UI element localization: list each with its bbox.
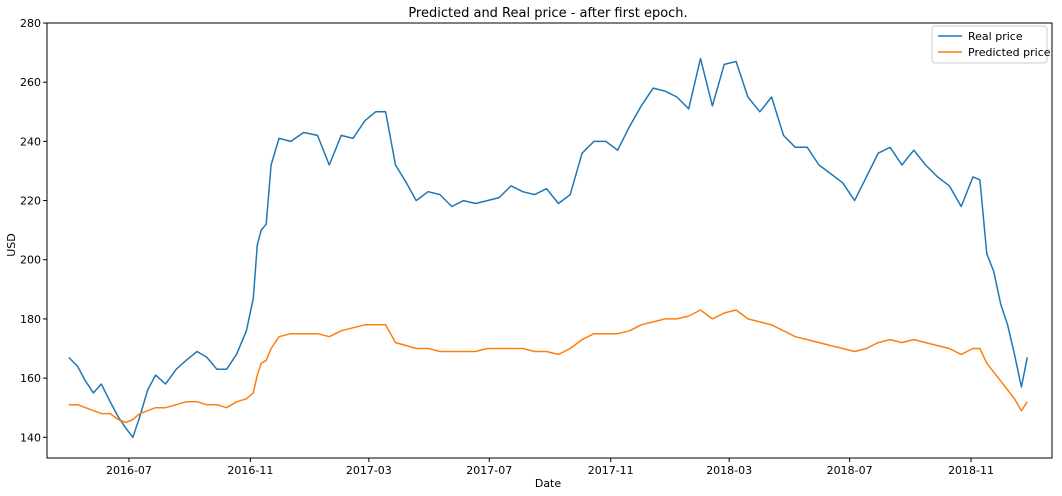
series-line-real-price	[68, 57, 1029, 439]
x-tick-label: 2018-07	[827, 464, 873, 477]
y-tick-label: 160	[20, 372, 41, 385]
x-tick-label: 2018-11	[948, 464, 994, 477]
y-tick-label: 220	[20, 195, 41, 208]
y-tick-label: 180	[20, 313, 41, 326]
series-line-predicted-price	[68, 309, 1028, 424]
x-tick-label: 2017-11	[588, 464, 634, 477]
y-tick-label: 140	[20, 431, 41, 444]
x-tick-label: 2016-07	[106, 464, 152, 477]
y-tick-label: 260	[20, 76, 41, 89]
y-axis-label: USD	[5, 233, 18, 257]
y-tick-label: 240	[20, 135, 41, 148]
series-layer	[68, 57, 1029, 439]
x-tick-label: 2017-03	[346, 464, 392, 477]
plot-frame	[46, 22, 1053, 459]
chart-title: Predicted and Real price - after first e…	[408, 6, 687, 21]
y-tick-label: 200	[20, 254, 41, 267]
legend-label-real-price: Real price	[968, 30, 1023, 43]
x-axis-label: Date	[535, 477, 562, 490]
legend: Real price Predicted price	[931, 25, 1051, 64]
y-axis: 140 160 180 200 220 240 260 280	[20, 17, 47, 444]
x-tick-label: 2018-03	[706, 464, 752, 477]
x-tick-label: 2016-11	[227, 464, 273, 477]
x-tick-label: 2017-07	[466, 464, 512, 477]
y-tick-label: 280	[20, 17, 41, 30]
legend-label-predicted-price: Predicted price	[968, 46, 1051, 59]
x-axis: 2016-07 2016-11 2017-03 2017-07 2017-11 2018-…	[106, 458, 994, 477]
